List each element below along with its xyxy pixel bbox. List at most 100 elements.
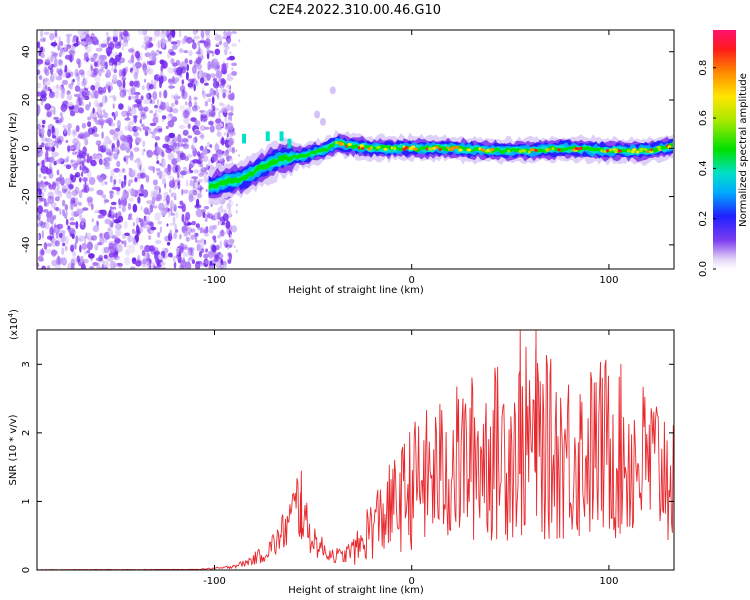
spectrogram-noise-cell — [109, 122, 112, 127]
spectrogram-signal-peak — [402, 145, 405, 149]
spectrogram-noise-cell — [70, 159, 76, 163]
spectrogram-noise-cell — [115, 111, 118, 118]
spectrogram-noise-cell — [83, 30, 89, 35]
spectrogram-noise-cell — [103, 157, 111, 162]
spectrogram-noise-cell — [175, 95, 181, 100]
spectrogram-noise-cell — [231, 62, 238, 67]
spectrogram-noise-cell — [185, 252, 190, 257]
snr-y-ticks: 0 1 2 3 — [21, 361, 674, 573]
spectrogram-noise-cell — [70, 200, 75, 204]
spectrogram-noise-cell — [104, 181, 108, 185]
spectrogram-noise-cell — [56, 169, 60, 176]
spectrogram-noise-cell — [56, 134, 59, 139]
spectrogram-noise-cell — [171, 136, 178, 143]
spectrogram-noise-cell — [215, 213, 218, 220]
spectrogram-noise-cell — [190, 80, 195, 84]
spectrogram-noise-cell — [82, 258, 89, 264]
spectrogram-noise-cell — [226, 76, 234, 82]
spectrogram-signal-feature — [287, 138, 292, 149]
spectrogram-noise-cell — [185, 236, 190, 242]
spectrogram-noise-cell — [177, 182, 180, 186]
spectrogram-noise-cell — [182, 129, 189, 136]
spectrogram-noise-cell — [75, 187, 80, 193]
spectrogram-noise-cell — [50, 42, 58, 47]
spectrogram-noise-cell — [99, 145, 107, 153]
spectrogram-signal-peak — [410, 145, 416, 149]
spectrogram-noise-cell — [135, 126, 141, 130]
spectrogram-signal-peak — [480, 148, 485, 152]
spectrogram-noise-cell — [65, 139, 69, 144]
spectrogram-noise-cell — [211, 96, 215, 105]
spectrogram-noise-cell — [223, 132, 226, 136]
spectrogram-noise-cell — [59, 48, 65, 56]
spectrogram-noise-cell — [42, 77, 49, 82]
spectrogram-noise-cell — [181, 213, 185, 223]
spectrogram-noise-cell — [203, 174, 208, 184]
spectrogram-noise-cell — [209, 260, 213, 267]
spectrogram-noise-cell — [228, 112, 234, 116]
spectrogram-noise-cell — [55, 232, 59, 239]
spectrogram-noise-cell — [221, 150, 225, 154]
spectrogram-noise-cell — [226, 147, 234, 153]
spectrogram-noise-cell — [191, 105, 199, 112]
colorbar-tick-label: 0.8 — [698, 60, 709, 76]
spectrogram-noise-cell — [46, 108, 51, 116]
spectrogram-noise-cell — [165, 105, 171, 112]
spectrogram-noise-cell — [113, 219, 121, 224]
spectrogram-noise-cell — [169, 51, 176, 56]
spectrogram-noise-cell — [188, 164, 193, 169]
spectrogram-noise-cell — [38, 75, 43, 80]
spectrogram-noise-cell — [42, 119, 46, 125]
spectrogram-noise-cell — [210, 264, 215, 269]
spectrogram-noise-cell — [183, 250, 187, 257]
spectrogram-noise-cell — [85, 37, 93, 46]
snr-background — [37, 330, 674, 570]
spectrogram-noise-cell — [40, 100, 44, 106]
spectrogram-noise-cell — [179, 200, 184, 205]
spectrogram-signal-peak — [367, 147, 371, 151]
spectrogram-noise-cell — [200, 163, 203, 168]
spectrogram-noise-cell — [139, 107, 147, 116]
spectrogram-noise-cell — [195, 223, 200, 229]
snr-scale-exponent: 4 — [7, 312, 15, 317]
spectrogram-noise-cell — [118, 198, 121, 205]
spectrogram-signal-peak — [518, 150, 523, 153]
colorbar-tick-label: 0.6 — [698, 110, 709, 126]
spectrogram-noise-cell — [98, 90, 104, 96]
spectrogram-noise-cell — [215, 254, 219, 263]
spectrogram-noise-cell — [128, 112, 133, 116]
spectrogram-noise-cell — [113, 152, 119, 160]
spectrogram-noise-cell — [37, 82, 42, 89]
spectrogram-noise-cell — [151, 261, 156, 269]
spectrogram-noise-cell — [191, 259, 196, 265]
spectrogram-noise-cell — [121, 205, 126, 213]
spectrogram-noise-cell — [88, 176, 96, 186]
spectrogram-noise-cell — [84, 139, 89, 146]
spectrogram-noise-cell — [64, 245, 68, 251]
spectrogram-signal-peak — [490, 148, 495, 151]
spectrogram-noise-cell — [128, 120, 135, 126]
spectrogram-noise-cell — [97, 242, 103, 246]
spectrogram-noise-cell — [123, 240, 127, 248]
spectrogram-noise-cell — [75, 72, 79, 77]
spectrogram-noise-cell — [176, 66, 183, 76]
spectrogram-noise-cell — [37, 233, 40, 241]
y-tick-label: -40 — [21, 237, 32, 253]
spectrogram-noise-cell — [228, 55, 235, 61]
spectrogram-noise-cell — [166, 241, 171, 246]
spectrogram-noise-cell — [195, 180, 199, 190]
spectrogram-noise-cell — [84, 250, 87, 255]
spectrogram-noise-cell — [216, 261, 222, 269]
spectrogram-noise-cell — [192, 191, 198, 195]
spectrogram-noise-cell — [114, 43, 122, 49]
spectrogram-signal-peak — [658, 148, 662, 152]
spectrogram-noise-cell — [224, 34, 227, 38]
spectrogram-noise-cell — [230, 105, 234, 113]
spectrogram-noise-cell — [37, 262, 40, 268]
spectrogram-noise-cell — [127, 112, 129, 119]
snr-scale-suffix: ) — [9, 309, 20, 313]
spectrogram-noise-cell — [149, 204, 154, 213]
spectrogram-noise-cell — [195, 80, 199, 87]
spectrogram-noise-cell — [194, 120, 201, 127]
spectrogram-noise-cell — [146, 211, 151, 215]
